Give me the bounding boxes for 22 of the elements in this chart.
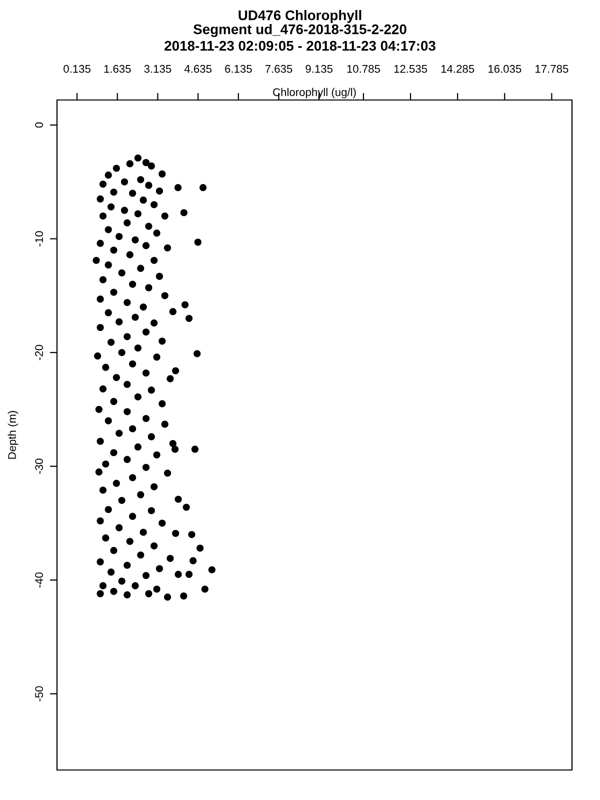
- x-tick-label: 1.635: [104, 64, 131, 73]
- chart-title: UD476 Chlorophyll: [238, 10, 362, 23]
- y-tick-label: -30: [35, 458, 43, 474]
- x-tick-label: 14.285: [441, 64, 474, 73]
- y-tick-label: -10: [35, 231, 43, 246]
- y-tick-label: -20: [35, 344, 43, 360]
- x-tick-label: 16.035: [488, 64, 522, 73]
- x-axis-title: Chlorophyll (ug/l): [273, 88, 356, 98]
- x-tick-label: 7.635: [265, 64, 292, 73]
- x-tick-label: 12.535: [394, 64, 428, 73]
- x-tick-label: 17.785: [536, 64, 568, 73]
- y-tick-label: -50: [35, 686, 43, 702]
- y-axis-title: Depth (m): [8, 410, 18, 459]
- chart-subtitle: Segment ud_476-2018-315-2-220 2018-11-23 02:09:05 - 2018-11-23 04:17:03: [164, 24, 436, 51]
- x-tick-label: 6.135: [225, 64, 252, 73]
- x-tick-label: 9.135: [306, 64, 333, 73]
- x-tick-label: 0.135: [64, 64, 90, 73]
- y-tick-label: 0: [35, 122, 43, 128]
- x-tick-label: 3.135: [144, 64, 172, 73]
- x-tick-label: 4.635: [184, 64, 212, 73]
- x-tick-label: 10.785: [347, 64, 380, 73]
- y-tick-label: -40: [35, 572, 43, 588]
